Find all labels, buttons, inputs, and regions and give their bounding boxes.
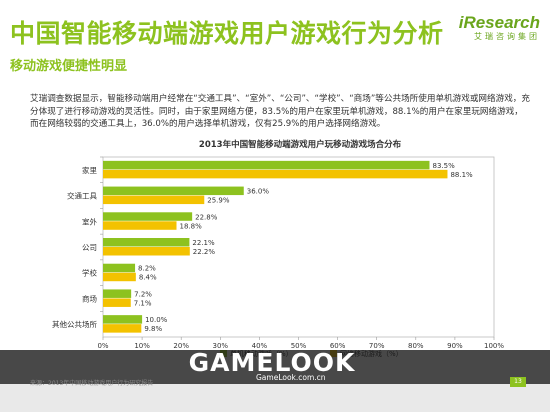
category-label: 其他公共场所 xyxy=(52,319,97,329)
page-title: 中国智能移动端游戏用户游戏行为分析 xyxy=(10,19,444,48)
iresearch-logo: iResearch 艾瑞咨询集团 xyxy=(459,14,540,42)
category-label: 商场 xyxy=(82,293,97,303)
bar-value-label: 7.1% xyxy=(134,299,152,307)
x-tick-label: 30% xyxy=(213,342,229,350)
x-tick-label: 60% xyxy=(330,342,346,350)
footer-band xyxy=(0,384,550,412)
category-label: 公司 xyxy=(82,243,97,252)
bar-online xyxy=(103,298,131,307)
category-label: 室外 xyxy=(82,216,97,226)
category-label: 交通工具 xyxy=(67,191,97,201)
bar-value-label: 10.0% xyxy=(145,316,168,324)
x-tick-label: 50% xyxy=(291,342,307,350)
x-tick-label: 100% xyxy=(484,342,504,350)
gamelook-url: GameLook.com.cn xyxy=(256,373,326,382)
gamelook-watermark: GAMELOOK xyxy=(188,348,356,377)
logo-main-text: iResearch xyxy=(458,13,540,32)
chart-title: 2013年中国智能移动端游戏用户玩移动游戏场合分布 xyxy=(199,139,402,150)
bar-value-label: 22.1% xyxy=(192,239,215,247)
bar-value-label: 25.9% xyxy=(207,197,230,205)
bar-online xyxy=(103,247,190,256)
bar-online xyxy=(103,324,142,333)
bar-online xyxy=(103,195,205,205)
category-label: 学校 xyxy=(82,268,97,278)
category-label: 家里 xyxy=(82,165,97,175)
x-tick-label: 80% xyxy=(408,342,424,350)
x-tick-label: 40% xyxy=(252,342,268,350)
bar-single xyxy=(103,186,244,196)
bar-value-label: 8.4% xyxy=(139,274,157,282)
source-note: 来源：2013年中国移动游戏用户行为研究报告 xyxy=(30,380,154,387)
bar-single xyxy=(103,315,143,324)
bar-value-label: 8.2% xyxy=(138,265,156,273)
bar-value-label: 9.8% xyxy=(144,325,162,333)
bar-value-label: 7.2% xyxy=(134,290,152,298)
bar-value-label: 22.2% xyxy=(193,248,216,256)
bar-value-label: 18.8% xyxy=(180,222,203,230)
logo-sub-text: 艾瑞咨询集团 xyxy=(474,32,540,41)
page-number: 13 xyxy=(510,377,526,387)
page-subtitle: 移动游戏便捷性明显 xyxy=(10,59,128,74)
bar-online xyxy=(103,221,177,230)
bar-value-label: 36.0% xyxy=(247,188,270,196)
x-tick-label: 90% xyxy=(447,342,463,350)
bar-online xyxy=(103,169,448,179)
x-tick-label: 20% xyxy=(173,342,189,350)
x-tick-label: 70% xyxy=(369,342,385,350)
bar-single xyxy=(103,238,190,247)
bar-single xyxy=(103,212,193,221)
bar-single xyxy=(103,289,132,298)
bar-single xyxy=(103,263,136,273)
x-tick-label: 10% xyxy=(134,342,150,350)
bar-value-label: 88.1% xyxy=(450,171,473,179)
body-paragraph: 艾瑞调查数据显示，智能移动端用户经常在“交通工具”、“室外”、“公司”、“学校”… xyxy=(30,94,530,129)
watermark-overlay xyxy=(0,350,550,384)
bar-online xyxy=(103,272,136,282)
bar-value-label: 83.5% xyxy=(432,162,455,170)
x-tick-label: 0% xyxy=(97,342,108,350)
bar-value-label: 22.8% xyxy=(195,213,218,221)
bar-single xyxy=(103,160,430,170)
